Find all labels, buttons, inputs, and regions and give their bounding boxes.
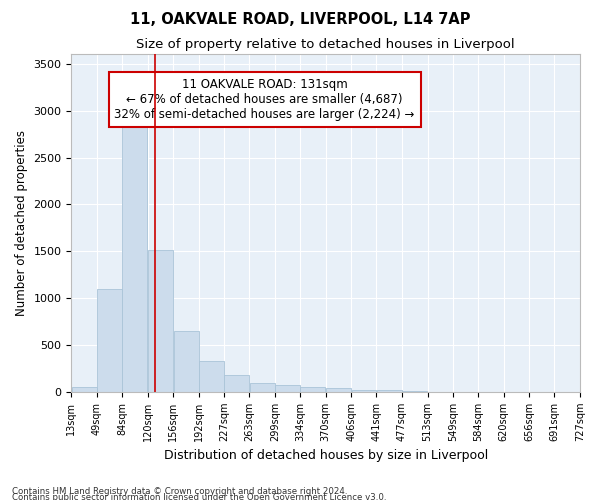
Text: 11, OAKVALE ROAD, LIVERPOOL, L14 7AP: 11, OAKVALE ROAD, LIVERPOOL, L14 7AP bbox=[130, 12, 470, 28]
Bar bbox=[250, 383, 275, 392]
Bar bbox=[71, 388, 97, 392]
Text: Contains HM Land Registry data © Crown copyright and database right 2024.: Contains HM Land Registry data © Crown c… bbox=[12, 486, 347, 496]
Title: Size of property relative to detached houses in Liverpool: Size of property relative to detached ho… bbox=[136, 38, 515, 51]
Bar bbox=[97, 289, 122, 392]
Bar bbox=[326, 388, 351, 392]
Y-axis label: Number of detached properties: Number of detached properties bbox=[15, 130, 28, 316]
Bar bbox=[148, 250, 173, 392]
Bar bbox=[352, 390, 376, 392]
Bar bbox=[301, 388, 325, 392]
Text: Contains public sector information licensed under the Open Government Licence v3: Contains public sector information licen… bbox=[12, 492, 386, 500]
Bar bbox=[377, 390, 401, 392]
Bar bbox=[224, 374, 249, 392]
Bar bbox=[275, 385, 300, 392]
Bar bbox=[199, 360, 224, 392]
X-axis label: Distribution of detached houses by size in Liverpool: Distribution of detached houses by size … bbox=[164, 450, 488, 462]
Text: 11 OAKVALE ROAD: 131sqm
← 67% of detached houses are smaller (4,687)
32% of semi: 11 OAKVALE ROAD: 131sqm ← 67% of detache… bbox=[115, 78, 415, 121]
Bar bbox=[173, 331, 199, 392]
Bar bbox=[122, 116, 148, 392]
